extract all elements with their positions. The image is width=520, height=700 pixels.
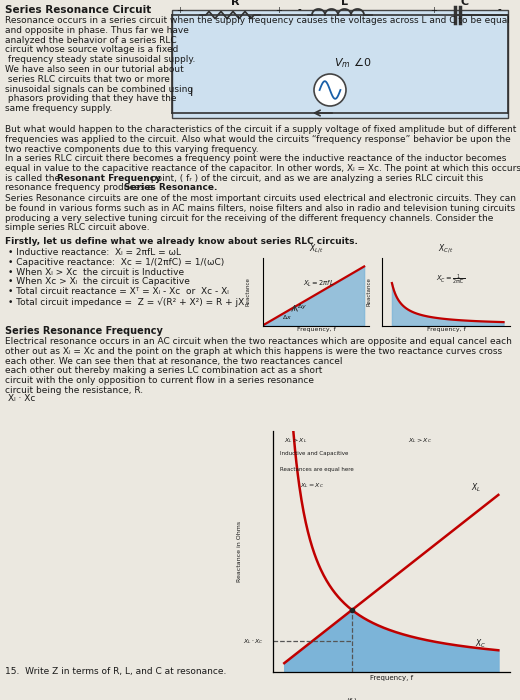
Text: $X_L > X_C$: $X_L > X_C$ [408,437,432,445]
Text: Reactance: Reactance [245,277,250,306]
Text: series RLC circuits that two or more: series RLC circuits that two or more [5,75,170,84]
Text: I: I [190,88,193,98]
Text: $\Delta x$: $\Delta x$ [282,313,292,321]
X-axis label: Frequency, f: Frequency, f [426,327,465,332]
Text: Resonant Frequency: Resonant Frequency [57,174,161,183]
Text: producing a very selective tuning circuit for the receiving of the different fre: producing a very selective tuning circui… [5,214,493,223]
Text: and opposite in phase. Thus far we have: and opposite in phase. Thus far we have [5,26,189,35]
Text: Resonance occurs in a series circuit when the supply frequency causes the voltag: Resonance occurs in a series circuit whe… [5,16,510,25]
Text: $X_L > X_L$: $X_L > X_L$ [284,437,307,445]
Text: Series Resonance circuits are one of the most important circuits used electrical: Series Resonance circuits are one of the… [5,194,516,203]
Text: Reactances are equal here: Reactances are equal here [280,467,354,472]
Text: circuit with the only opposition to current flow in a series resonance: circuit with the only opposition to curr… [5,376,314,385]
Text: We have also seen in our tutorial about: We have also seen in our tutorial about [5,65,184,74]
Text: other out as Xₗ = Xᴄ and the point on the graph at which this happens is were th: other out as Xₗ = Xᴄ and the point on th… [5,346,502,356]
Text: be found in various forms such as in AC mains filters, noise filters and also in: be found in various forms such as in AC … [5,204,515,213]
Text: +: + [430,6,437,15]
Text: point, ( fᵣ ) of the circuit, and as we are analyzing a series RLC circuit this: point, ( fᵣ ) of the circuit, and as we … [148,174,483,183]
Text: But what would happen to the characteristics of the circuit if a supply voltage : But what would happen to the characteris… [5,125,516,134]
Text: $V_m\ \angle 0$: $V_m\ \angle 0$ [334,55,372,71]
Text: C: C [461,0,469,7]
Text: Reactance: Reactance [367,277,372,306]
Text: $X_L$: $X_L$ [471,482,481,494]
Text: • Total circuit reactance = Xᵀ = Xₗ - Xᴄ  or  Xᴄ - Xₗ: • Total circuit reactance = Xᵀ = Xₗ - Xᴄ… [8,287,229,296]
Text: • Total circuit impedance =  Z = √(R² + X²) = R + jX: • Total circuit impedance = Z = √(R² + X… [8,297,244,307]
Text: L: L [342,0,348,7]
Text: 15.  Write Z in terms of R, L, and C at resonance.: 15. Write Z in terms of R, L, and C at r… [5,667,226,676]
Bar [172,10,508,118]
Text: -: - [297,6,301,15]
Text: Series Resonance.: Series Resonance. [124,183,217,192]
Text: sinusoidal signals can be combined using: sinusoidal signals can be combined using [5,85,193,94]
Text: $X_C = \frac{1}{2\pi fC}$: $X_C = \frac{1}{2\pi fC}$ [436,272,465,286]
Text: Inductive and Capacitive: Inductive and Capacitive [280,451,348,456]
Text: $\Delta y$: $\Delta y$ [297,302,307,311]
Text: resonance frequency produces a: resonance frequency produces a [5,183,156,192]
Text: same frequency supply.: same frequency supply. [5,104,112,113]
Text: Firstly, let us define what we already know about series RLC circuits.: Firstly, let us define what we already k… [5,237,358,246]
Text: analyzed the behavior of a series RLC: analyzed the behavior of a series RLC [5,36,177,45]
Text: $X_C$: $X_C$ [475,637,486,650]
Text: frequency steady state sinusoidal supply.: frequency steady state sinusoidal supply… [5,55,196,64]
X-axis label: Frequency, f: Frequency, f [296,327,335,332]
Text: Series Resonance Frequency: Series Resonance Frequency [5,326,163,336]
Text: • When Xₗ > Xᴄ  the circuit is Inductive: • When Xₗ > Xᴄ the circuit is Inductive [8,267,184,276]
Text: each other out thereby making a series LC combination act as a short: each other out thereby making a series L… [5,366,322,375]
Text: $X_L = X_C$: $X_L = X_C$ [300,481,324,490]
Text: $X_{L/t}$: $X_{L/t}$ [308,242,323,255]
Text: $X_{C/t}$: $X_{C/t}$ [438,242,453,255]
Text: In a series RLC circuit there becomes a frequency point were the inductive react: In a series RLC circuit there becomes a … [5,154,506,163]
Text: frequencies was applied to the circuit. Also what would the circuits “frequency : frequencies was applied to the circuit. … [5,135,511,143]
Text: two reactive components due to this varying frequency.: two reactive components due to this vary… [5,145,258,153]
Text: +: + [275,6,282,15]
Text: $X_L \cdot X_C$: $X_L \cdot X_C$ [243,637,264,646]
Text: Series Resonance Circuit: Series Resonance Circuit [5,5,151,15]
Text: circuit whose source voltage is a fixed: circuit whose source voltage is a fixed [5,46,178,55]
Text: simple series RLC circuit above.: simple series RLC circuit above. [5,223,150,232]
Text: Electrical resonance occurs in an AC circuit when the two reactances which are o: Electrical resonance occurs in an AC cir… [5,337,512,346]
Text: $(f_r)$: $(f_r)$ [346,696,358,700]
Text: • When Xᴄ > Xₗ  the circuit is Capacitive: • When Xᴄ > Xₗ the circuit is Capacitive [8,277,190,286]
Text: • Capacitive reactance:  Xᴄ = 1/(2πfC) = 1/(ωC): • Capacitive reactance: Xᴄ = 1/(2πfC) = … [8,258,224,267]
Text: • Inductive reactance:  Xₗ = 2πfL = ωL: • Inductive reactance: Xₗ = 2πfL = ωL [8,248,181,257]
Circle shape [314,74,346,106]
Text: $X_L = 2\pi fL$: $X_L = 2\pi fL$ [303,279,335,289]
X-axis label: Frequency, f: Frequency, f [370,675,413,681]
Text: Xₗ · Xᴄ: Xₗ · Xᴄ [8,394,35,403]
Text: Reactance in Ohms: Reactance in Ohms [237,521,242,582]
Text: equal in value to the capacitive reactance of the capacitor. In other words, Xₗ : equal in value to the capacitive reactan… [5,164,520,173]
Text: is called the: is called the [5,174,63,183]
Text: +: + [176,6,183,15]
Text: circuit being the resistance, R.: circuit being the resistance, R. [5,386,143,395]
Text: R: R [231,0,239,7]
Text: -: - [498,6,502,15]
Text: each other. We can see then that at resonance, the two reactances cancel: each other. We can see then that at reso… [5,356,343,365]
Text: phasors providing that they have the: phasors providing that they have the [5,94,176,104]
